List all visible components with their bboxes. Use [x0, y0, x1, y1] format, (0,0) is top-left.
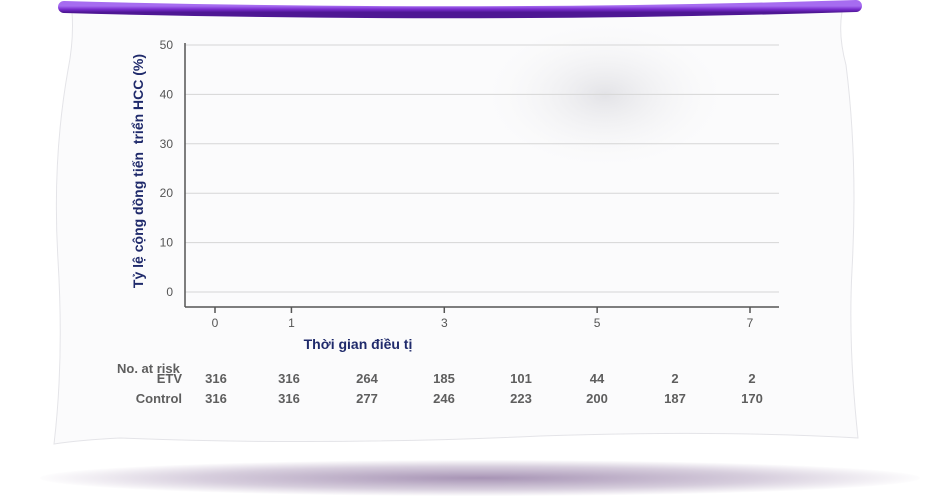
- at-risk-cell: 246: [433, 391, 455, 406]
- at-risk-cell: 316: [278, 391, 300, 406]
- at-risk-label-control: Control: [135, 391, 182, 406]
- y-tick-label: 40: [160, 87, 174, 101]
- x-tick-label: 5: [594, 316, 601, 330]
- at-risk-cell: 277: [356, 391, 378, 406]
- x-tick-label: 7: [747, 316, 754, 330]
- x-tick-label: 3: [441, 316, 448, 330]
- at-risk-cell: 170: [741, 391, 763, 406]
- y-tick-label: 0: [166, 285, 173, 299]
- at-risk-header: No. at risk: [117, 361, 180, 376]
- y-tick-label: 20: [160, 186, 174, 200]
- at-risk-cell: 316: [278, 371, 300, 386]
- at-risk-cell: 44: [589, 371, 605, 386]
- x-tick-label: 1: [288, 316, 295, 330]
- at-risk-cell: 316: [205, 391, 227, 406]
- x-tick-label: 0: [212, 316, 219, 330]
- at-risk-cell: 2: [748, 371, 756, 386]
- at-risk-cell: 185: [433, 371, 455, 386]
- y-tick-label: 30: [160, 137, 174, 151]
- at-risk-cell: 2: [671, 371, 679, 386]
- at-risk-label-etv: ETV: [156, 371, 182, 386]
- at-risk-cell: 101: [510, 371, 532, 386]
- at-risk-cell: 264: [356, 371, 378, 386]
- at-risk-cell: 200: [586, 391, 608, 406]
- floor-shadow: [40, 460, 920, 496]
- y-axis-title: Tỷ lệ cộng dồng tiến triển HCC (%): [130, 53, 146, 289]
- at-risk-cell: 187: [664, 391, 686, 406]
- x-axis-title: Thời gian điều tị: [303, 336, 413, 352]
- y-tick-label: 10: [160, 236, 174, 250]
- banner-rod: [58, 0, 862, 19]
- y-tick-label: 50: [160, 38, 174, 52]
- at-risk-cell: 223: [510, 391, 532, 406]
- paper-glow: [465, 10, 745, 180]
- at-risk-cell: 316: [205, 371, 227, 386]
